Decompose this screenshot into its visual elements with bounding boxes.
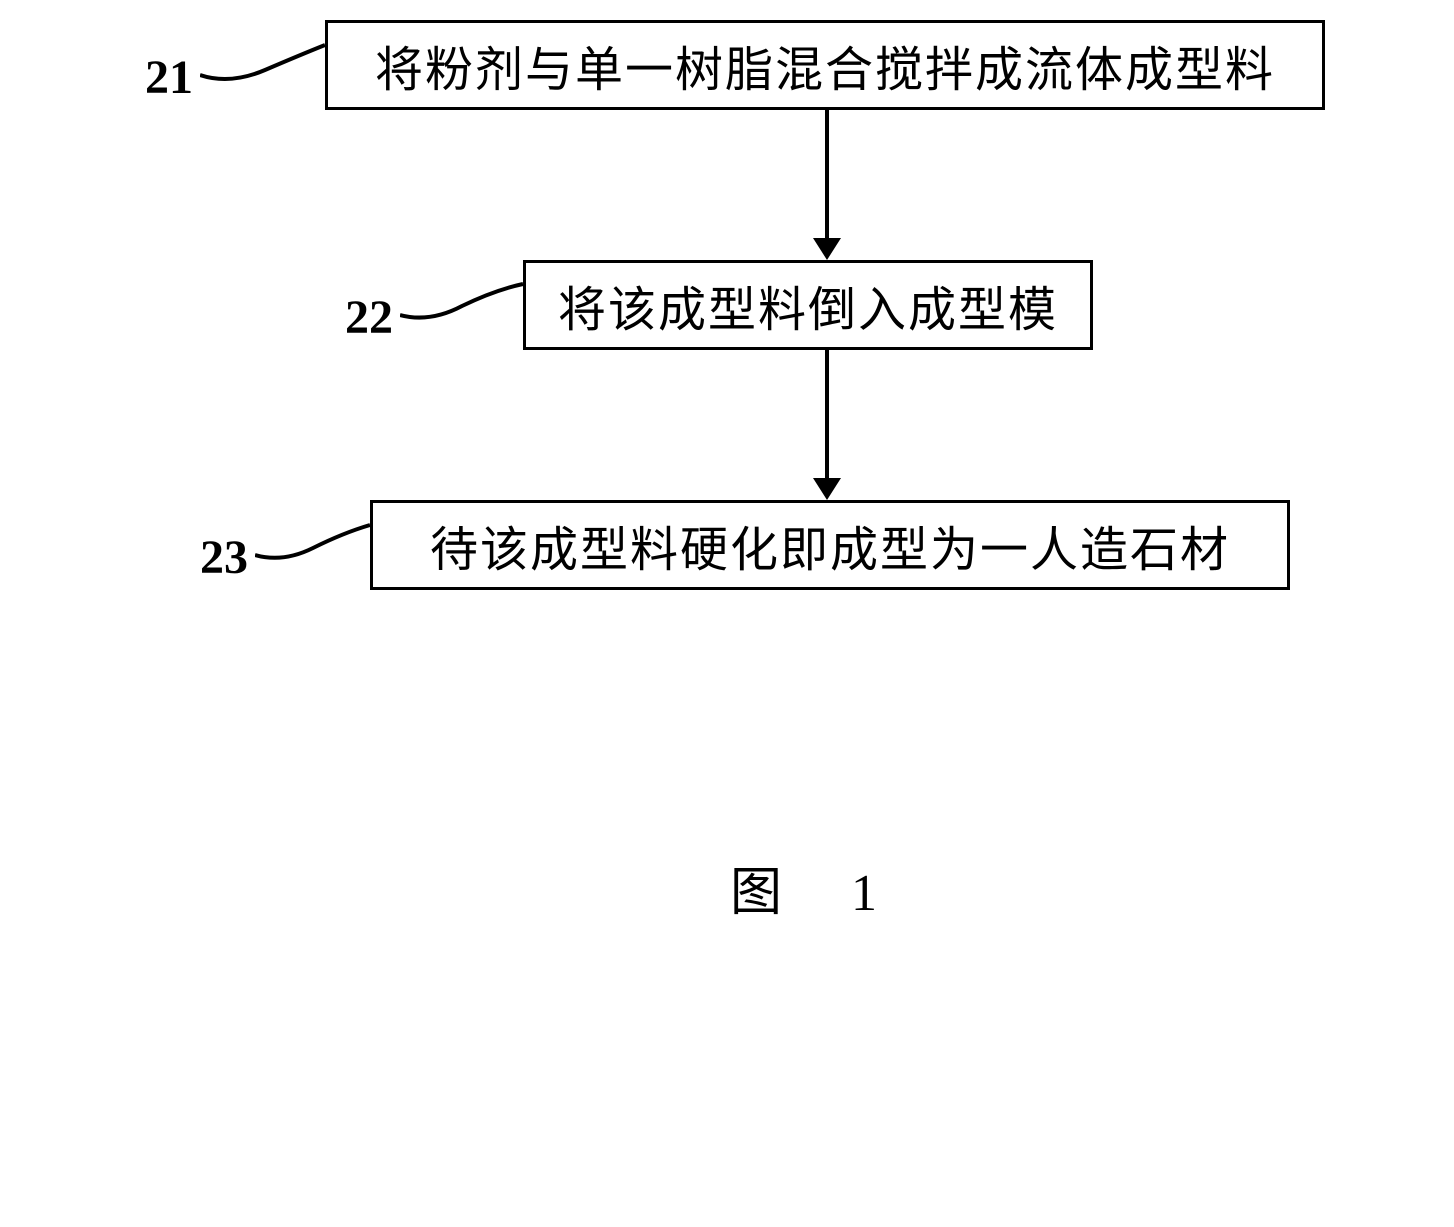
arrow-1 [813, 110, 841, 260]
figure-label: 图 1 [730, 850, 885, 925]
step-box-21: 将粉剂与单一树脂混合搅拌成流体成型料 [325, 20, 1325, 110]
step-number-22: 22 [345, 291, 393, 344]
step-text-21: 将粉剂与单一树脂混合搅拌成流体成型料 [375, 30, 1275, 100]
connector-23 [255, 520, 375, 570]
figure-number: 1 [851, 865, 885, 922]
arrow-head-2 [813, 478, 841, 500]
step-box-22: 将该成型料倒入成型模 [523, 260, 1093, 350]
connector-21 [200, 40, 330, 90]
step-box-23: 待该成型料硬化即成型为一人造石材 [370, 500, 1290, 590]
arrow-2 [813, 350, 841, 500]
figure-prefix: 图 [730, 865, 790, 922]
step-text-22: 将该成型料倒入成型模 [558, 270, 1058, 340]
step-text-23: 待该成型料硬化即成型为一人造石材 [430, 510, 1230, 580]
arrow-line-1 [825, 110, 829, 238]
step-label-23: 23 [200, 530, 248, 585]
step-label-22: 22 [345, 290, 393, 345]
step-number-21: 21 [145, 51, 193, 104]
arrow-head-1 [813, 238, 841, 260]
arrow-line-2 [825, 350, 829, 478]
connector-22 [400, 278, 528, 328]
step-number-23: 23 [200, 531, 248, 584]
step-label-21: 21 [145, 50, 193, 105]
